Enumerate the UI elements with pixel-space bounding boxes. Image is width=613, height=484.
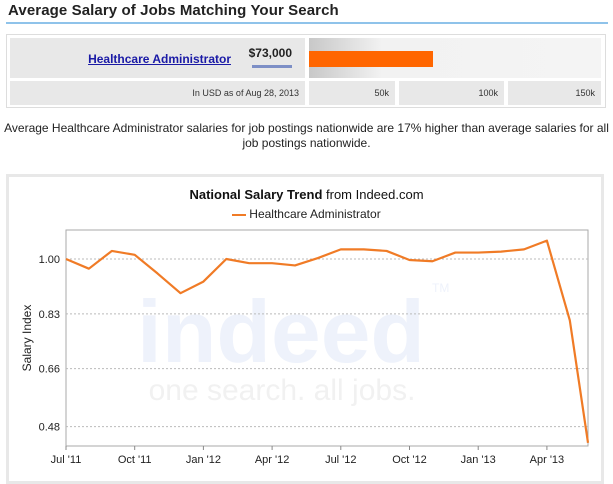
watermark-tagline: one search. all jobs.: [149, 374, 416, 407]
x-tick-label: Jul '11: [51, 454, 82, 466]
x-tick-label: Apr '13: [530, 454, 565, 466]
x-tick-label: Oct '12: [392, 454, 427, 466]
y-tick-label: 0.66: [39, 364, 60, 376]
y-tick-label: 0.83: [39, 309, 60, 321]
x-tick-label: Oct '11: [118, 454, 152, 466]
chart-title: National Salary Trend from Indeed.com: [0, 187, 613, 202]
chart-legend: Healthcare Administrator: [0, 207, 613, 221]
y-tick-label: 0.48: [39, 422, 60, 434]
legend-label: Healthcare Administrator: [249, 207, 380, 221]
chart-title-source: from Indeed.com: [322, 187, 423, 202]
x-tick-label: Apr '12: [255, 454, 290, 466]
legend-swatch: [232, 214, 246, 216]
x-tick-label: Jul '12: [325, 454, 356, 466]
y-tick-label: 1.00: [39, 254, 60, 266]
y-axis-label: Salary Index: [20, 305, 34, 372]
x-tick-label: Jan '13: [461, 454, 496, 466]
x-tick-label: Jan '12: [186, 454, 221, 466]
chart-title-bold: National Salary Trend: [189, 187, 322, 202]
watermark-tm: TM: [432, 281, 449, 295]
salary-trend-chart: indeed TM one search. all jobs. 1.00 0.83 0.6…: [0, 0, 613, 472]
watermark-logo: indeed: [137, 282, 425, 381]
